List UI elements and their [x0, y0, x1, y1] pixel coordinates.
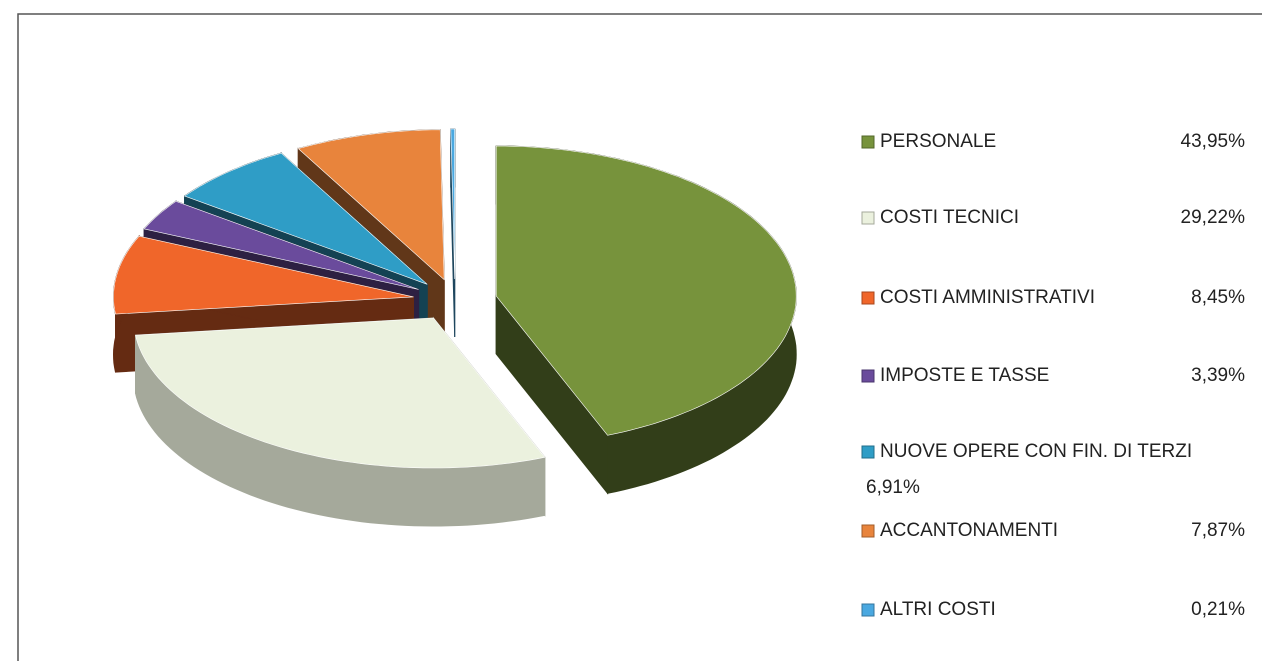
legend-swatch — [861, 369, 875, 383]
legend-label: NUOVE OPERE CON FIN. DI TERZI — [880, 441, 1192, 462]
pie-slice — [450, 128, 456, 338]
pie-slice — [135, 316, 546, 527]
legend-label: ACCANTONAMENTI — [880, 520, 1058, 541]
legend-value: 7,87% — [1191, 520, 1245, 541]
legend-value: 8,45% — [1191, 287, 1245, 308]
legend-swatch — [861, 445, 875, 459]
slice-top — [450, 128, 455, 280]
legend-value: 0,21% — [1191, 599, 1245, 620]
legend-value: 6,91% — [866, 477, 920, 498]
legend-swatch — [861, 291, 875, 305]
legend-label: COSTI TECNICI — [880, 207, 1019, 228]
legend-swatch — [861, 211, 875, 225]
legend-swatch — [861, 135, 875, 149]
slice-top — [135, 317, 546, 469]
legend-swatch — [861, 524, 875, 538]
legend-swatch — [861, 603, 875, 617]
slice-top — [113, 235, 414, 315]
chart-frame — [17, 13, 1262, 661]
slice-top — [495, 145, 797, 436]
legend-value: 43,95% — [1181, 131, 1246, 152]
legend-label: ALTRI COSTI — [880, 599, 996, 620]
legend-label: IMPOSTE E TASSE — [880, 365, 1049, 386]
legend-value: 29,22% — [1181, 207, 1246, 228]
legend-value: 3,39% — [1191, 365, 1245, 386]
legend-label: COSTI AMMINISTRATIVI — [880, 287, 1095, 308]
legend-label: PERSONALE — [880, 131, 996, 152]
slice-top — [297, 129, 445, 281]
pie-slice — [495, 145, 797, 495]
slice-top — [183, 152, 428, 285]
slice-top — [143, 200, 419, 290]
